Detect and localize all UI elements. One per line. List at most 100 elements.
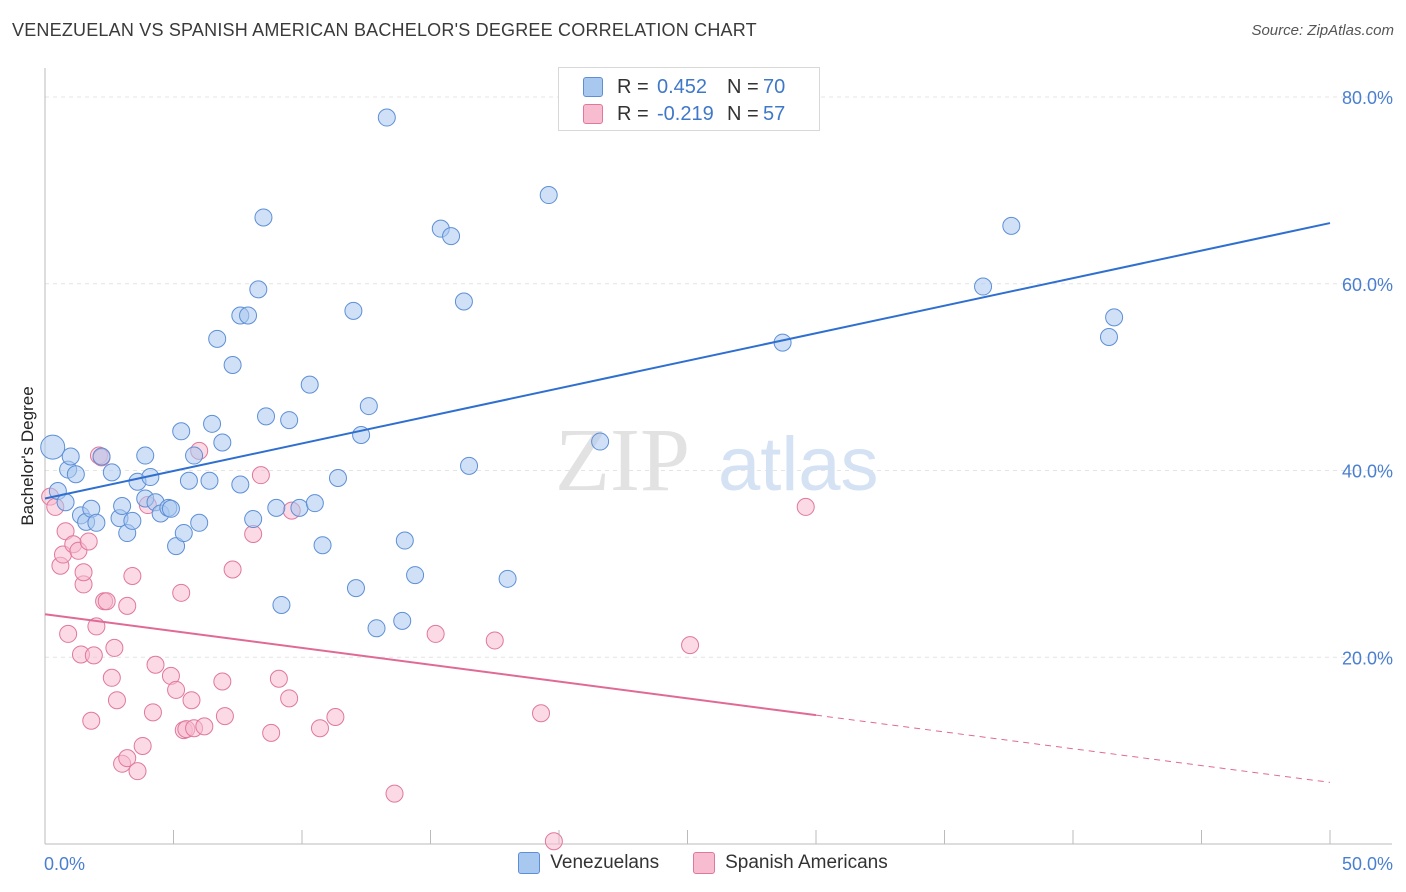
data-point-spanish-americans	[310, 719, 329, 738]
data-point-venezuelans	[87, 513, 106, 532]
legend-n-label: N =	[727, 102, 759, 125]
data-point-venezuelans	[460, 456, 479, 475]
gridlines	[45, 96, 1392, 658]
data-point-spanish-americans	[143, 703, 162, 722]
data-point-venezuelans	[231, 475, 250, 494]
data-point-venezuelans	[1002, 216, 1021, 235]
data-point-venezuelans	[272, 595, 291, 614]
legend-swatch-pink	[583, 104, 603, 124]
legend-item-spanish-americans: Spanish Americans	[693, 852, 888, 874]
data-point-venezuelans	[591, 432, 610, 451]
y-axis-label: Bachelor's Degree	[18, 386, 37, 526]
y-tick-label: 20.0%	[1342, 648, 1393, 668]
x-tick-label: 0.0%	[44, 854, 85, 874]
trend-line-spanish-americans-extrapolated	[815, 714, 1331, 783]
data-point-venezuelans	[377, 108, 396, 127]
data-point-venezuelans	[393, 611, 412, 630]
data-point-venezuelans	[406, 566, 425, 585]
legend-label-spanish-americans: Spanish Americans	[725, 852, 888, 873]
data-point-spanish-americans	[262, 723, 281, 742]
y-tick-label: 60.0%	[1342, 275, 1393, 295]
data-point-spanish-americans	[123, 567, 142, 586]
data-point-venezuelans	[442, 227, 461, 246]
data-point-venezuelans	[239, 306, 258, 325]
data-point-spanish-americans	[681, 636, 700, 655]
data-point-venezuelans	[185, 446, 204, 465]
data-point-venezuelans	[40, 434, 66, 460]
data-point-spanish-americans	[105, 638, 124, 657]
data-point-venezuelans	[300, 375, 319, 394]
data-point-venezuelans	[367, 619, 386, 638]
y-tick-label: 80.0%	[1342, 88, 1393, 108]
correlation-legend: R = 0.452 N = 70 R = -0.219 N = 57	[558, 67, 820, 131]
spanish-americans-points	[41, 441, 815, 851]
data-point-spanish-americans	[79, 532, 98, 551]
data-point-spanish-americans	[82, 711, 101, 730]
data-point-venezuelans	[498, 569, 517, 588]
data-point-spanish-americans	[269, 669, 288, 688]
data-point-venezuelans	[179, 471, 198, 490]
data-point-venezuelans	[313, 536, 332, 555]
data-point-spanish-americans	[59, 624, 78, 643]
data-point-venezuelans	[328, 468, 347, 487]
data-point-venezuelans	[539, 186, 558, 205]
data-point-venezuelans	[172, 422, 191, 441]
data-point-venezuelans	[223, 355, 242, 374]
data-point-spanish-americans	[102, 668, 121, 687]
data-point-venezuelans	[123, 511, 142, 530]
data-point-venezuelans	[290, 498, 309, 517]
data-point-spanish-americans	[485, 631, 504, 650]
data-point-spanish-americans	[167, 680, 186, 699]
legend-swatch-blue	[583, 77, 603, 97]
legend-n-value: 70	[763, 75, 786, 98]
data-point-venezuelans	[244, 510, 263, 529]
source-label: Source: ZipAtlas.com	[1251, 22, 1394, 39]
tick-labels: 20.0% 40.0% 60.0% 80.0% 0.0% 50.0%	[44, 88, 1393, 874]
watermark-zip: ZIP	[555, 411, 690, 510]
data-point-spanish-americans	[195, 717, 214, 736]
data-point-venezuelans	[974, 277, 993, 296]
data-point-venezuelans	[267, 498, 286, 517]
venezuelans-points	[40, 108, 1124, 638]
series-legend: Venezuelans Spanish Americans	[0, 852, 1406, 874]
data-point-spanish-americans	[385, 784, 404, 803]
data-point-venezuelans	[395, 531, 414, 550]
chart-title: VENEZUELAN VS SPANISH AMERICAN BACHELOR'…	[12, 20, 757, 40]
data-point-venezuelans	[346, 579, 365, 598]
data-point-venezuelans	[1105, 308, 1124, 327]
data-point-venezuelans	[136, 446, 155, 465]
legend-n-value: 57	[763, 102, 786, 125]
data-point-spanish-americans	[326, 708, 345, 727]
data-point-venezuelans	[454, 292, 473, 311]
data-point-venezuelans	[161, 499, 180, 518]
watermark-atlas: atlas	[718, 422, 879, 507]
legend-swatch-pink	[693, 852, 716, 874]
data-point-spanish-americans	[280, 689, 299, 708]
data-point-venezuelans	[359, 397, 378, 416]
data-point-venezuelans	[61, 447, 80, 466]
data-point-spanish-americans	[118, 749, 137, 768]
data-point-spanish-americans	[426, 624, 445, 643]
data-point-venezuelans	[344, 301, 363, 320]
data-point-spanish-americans	[796, 497, 815, 516]
data-point-spanish-americans	[172, 583, 191, 602]
data-point-spanish-americans	[133, 736, 152, 755]
legend-label-venezuelans: Venezuelans	[550, 852, 660, 873]
legend-n-label: N =	[727, 75, 759, 98]
data-point-spanish-americans	[223, 560, 242, 579]
data-point-venezuelans	[92, 447, 111, 466]
data-point-spanish-americans	[118, 596, 137, 615]
data-point-venezuelans	[200, 471, 219, 490]
legend-r-label: R =	[617, 102, 649, 125]
data-point-venezuelans	[213, 433, 232, 452]
data-point-venezuelans	[305, 494, 324, 513]
data-point-spanish-americans	[215, 707, 234, 726]
data-point-spanish-americans	[146, 655, 165, 674]
data-point-venezuelans	[249, 280, 268, 299]
data-point-venezuelans	[66, 465, 85, 484]
data-point-venezuelans	[102, 463, 121, 482]
data-point-spanish-americans	[74, 563, 93, 582]
data-point-spanish-americans	[532, 704, 551, 723]
data-point-spanish-americans	[97, 592, 116, 611]
